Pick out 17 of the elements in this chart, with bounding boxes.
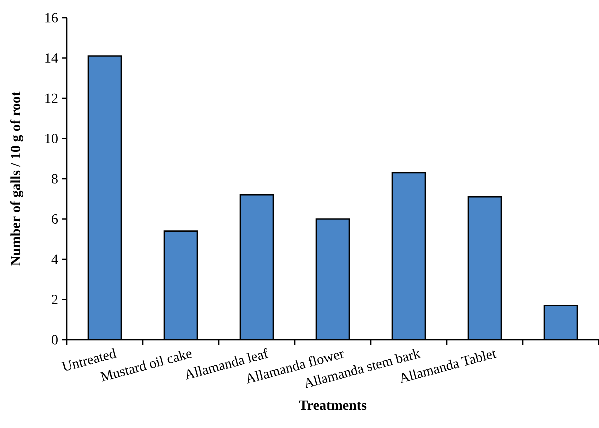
y-tick-label: 14: [46, 54, 58, 63]
x-axis-title: Treatments: [299, 400, 367, 410]
y-tick-label: 10: [46, 134, 58, 144]
y-axis-title: Number of galls / 10 g of root: [10, 92, 24, 266]
y-tick-label: 8: [52, 174, 58, 184]
bar: [88, 56, 122, 340]
y-tick-label: 2: [52, 295, 58, 304]
bar: [468, 197, 502, 340]
bar: [240, 195, 274, 340]
y-tick-label: 0: [52, 335, 58, 345]
bar: [164, 231, 198, 340]
y-tick-label: 4: [52, 254, 58, 264]
bar: [316, 219, 350, 340]
bar: [392, 172, 426, 340]
y-tick-label: 6: [52, 214, 58, 224]
y-tick-label: 12: [46, 94, 58, 104]
y-tick-label: 16: [46, 13, 58, 23]
